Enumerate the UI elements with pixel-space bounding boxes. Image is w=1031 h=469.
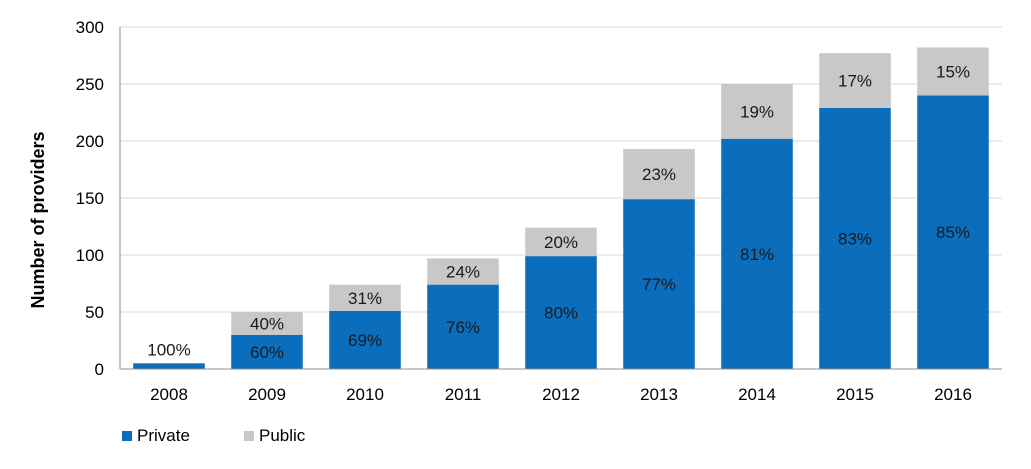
x-tick-label: 2008: [150, 385, 188, 404]
bar-public-2016: [917, 47, 989, 96]
bar-label-private-2009: 60%: [250, 343, 284, 362]
bar-public-2014: [721, 84, 793, 139]
x-tick-label: 2016: [934, 385, 972, 404]
bar-private-2010: [329, 310, 401, 369]
y-axis-title: Number of providers: [28, 131, 48, 308]
bar-private-2008: [133, 363, 205, 369]
bar-label-private-2013: 77%: [642, 275, 676, 294]
bar-label-public-2015: 17%: [838, 72, 872, 91]
bar-label-public-2009: 40%: [250, 314, 284, 333]
y-axis-ticks: 0 50 100 150 200 250 300: [76, 18, 104, 379]
bar-private-2009: [231, 334, 303, 369]
x-tick-label: 2014: [738, 385, 776, 404]
bar-label-private-2016: 85%: [936, 223, 970, 242]
bar-label-public-2013: 23%: [642, 165, 676, 184]
legend-label-public: Public: [259, 426, 306, 445]
bar-public-2013: [623, 148, 695, 200]
x-tick-label: 2009: [248, 385, 286, 404]
bar-public-2015: [819, 53, 891, 108]
bar-public-2012: [525, 227, 597, 257]
bar-private-2014: [721, 138, 793, 369]
bar-private-2015: [819, 107, 891, 369]
bar-private-2016: [917, 95, 989, 370]
bar-label-private-2008: 100%: [147, 340, 190, 359]
bar-label-private-2014: 81%: [740, 245, 774, 264]
bar-label-public-2010: 31%: [348, 289, 382, 308]
bar-private-2011: [427, 284, 499, 369]
x-tick-label: 2011: [445, 385, 482, 404]
bar-public-2011: [427, 258, 499, 285]
y-tick-label: 250: [76, 75, 104, 94]
legend-label-private: Private: [137, 426, 190, 445]
bar-label-private-2010: 69%: [348, 331, 382, 350]
y-tick-label: 150: [76, 189, 104, 208]
bar-label-public-2012: 20%: [544, 233, 578, 252]
bar-label-private-2015: 83%: [838, 229, 872, 248]
bar-private-2012: [525, 256, 597, 369]
x-tick-label: 2010: [346, 385, 384, 404]
bars: [133, 47, 989, 370]
bar-private-2013: [623, 199, 695, 369]
bar-label-private-2012: 80%: [544, 304, 578, 323]
y-tick-label: 300: [76, 18, 104, 37]
bar-label-public-2014: 19%: [740, 102, 774, 121]
bar-labels: 100% 60% 40% 69% 31% 76% 24% 80% 20% 77% 23% 81% 19%…: [147, 62, 970, 361]
x-tick-label: 2015: [836, 385, 874, 404]
bar-public-2010: [329, 284, 401, 311]
x-tick-label: 2013: [640, 385, 678, 404]
legend-swatch-private: [122, 431, 132, 441]
x-axis-ticks: 2008 2009 2010 2011 2012 2013 2014 2015 2016: [150, 385, 972, 404]
bar-public-2009: [231, 312, 303, 335]
legend-swatch-public: [244, 431, 254, 441]
bar-label-public-2011: 24%: [446, 263, 480, 282]
y-tick-label: 100: [76, 246, 104, 265]
legend: Private Public: [122, 426, 306, 445]
bar-label-public-2016: 15%: [936, 62, 970, 81]
x-tick-label: 2012: [542, 385, 580, 404]
y-tick-label: 200: [76, 132, 104, 151]
y-tick-label: 0: [95, 360, 104, 379]
bar-label-private-2011: 76%: [446, 318, 480, 337]
y-tick-label: 50: [85, 303, 104, 322]
